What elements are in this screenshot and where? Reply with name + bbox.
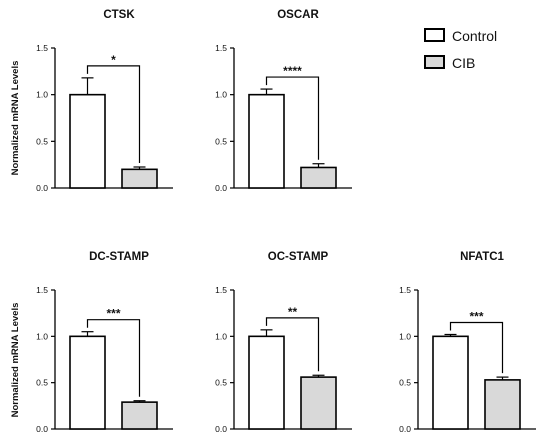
significance-label: * <box>111 53 116 67</box>
y-tick-label: 1.0 <box>215 331 227 341</box>
y-axis-label: Normalized mRNA Levels <box>10 303 21 418</box>
legend-swatch-control <box>424 28 445 42</box>
chart-dc-stamp: DC-STAMP Normalized mRNA Levels 0.0 0.5 1.0 1… <box>10 251 173 434</box>
chart-ctsk: CTSK Normalized mRNA Levels 0.0 0.5 1.0 1.5 * <box>10 9 173 193</box>
y-tick-label: 1.0 <box>36 331 48 341</box>
significance-bracket <box>86 65 141 163</box>
significance-label: *** <box>106 307 120 321</box>
chart-title: OC-STAMP <box>268 251 329 263</box>
y-tick-label: 0.5 <box>36 136 48 146</box>
y-tick-label: 0.5 <box>36 378 48 388</box>
y-tick-label: 0.0 <box>36 424 48 434</box>
chart-nfatc1: NFATC1 0.0 0.5 1.0 1.5 *** <box>399 251 536 434</box>
y-tick-label: 0.5 <box>215 378 227 388</box>
y-tick-label: 0.5 <box>215 136 227 146</box>
y-tick-label: 0.0 <box>215 183 227 193</box>
y-tick-label: 0.5 <box>399 378 411 388</box>
chart-oscar: OSCAR 0.0 0.5 1.0 1.5 **** <box>215 9 352 193</box>
significance-bracket <box>265 317 320 372</box>
bar-cib <box>484 379 521 430</box>
y-tick-label: 1.5 <box>215 285 227 295</box>
legend-swatch-cib <box>424 55 445 69</box>
chart-title: NFATC1 <box>460 251 504 263</box>
chart-title: DC-STAMP <box>89 251 149 263</box>
significance-label: *** <box>469 309 483 323</box>
y-tick-label: 1.0 <box>215 90 227 100</box>
bar-control <box>69 335 106 430</box>
y-tick-label: 0.0 <box>399 424 411 434</box>
chart-title: CTSK <box>103 9 135 21</box>
chart-oc-stamp: OC-STAMP 0.0 0.5 1.0 1.5 ** <box>215 251 352 434</box>
bar-control <box>248 335 285 430</box>
y-tick-label: 1.0 <box>399 331 411 341</box>
y-tick-label: 1.5 <box>36 285 48 295</box>
y-tick-label: 1.5 <box>215 43 227 53</box>
y-tick-label: 1.0 <box>36 90 48 100</box>
bar-control <box>248 93 285 189</box>
y-axis-label: Normalized mRNA Levels <box>10 61 21 176</box>
legend-label-control: Control <box>452 28 497 44</box>
bar-control <box>69 93 106 189</box>
significance-bracket <box>265 76 320 160</box>
legend-label-cib: CIB <box>452 55 475 71</box>
y-tick-label: 1.5 <box>36 43 48 53</box>
bar-control <box>432 335 469 430</box>
significance-bracket <box>86 319 141 397</box>
bar-cib <box>300 166 337 189</box>
significance-bracket <box>449 321 504 374</box>
bar-cib <box>121 401 158 430</box>
bar-cib <box>300 376 337 430</box>
y-tick-label: 1.5 <box>399 285 411 295</box>
chart-title: OSCAR <box>277 9 319 21</box>
y-tick-label: 0.0 <box>215 424 227 434</box>
bar-cib <box>121 168 158 189</box>
significance-label: **** <box>283 64 302 78</box>
legend: Control CIB <box>424 28 497 71</box>
y-tick-label: 0.0 <box>36 183 48 193</box>
significance-label: ** <box>288 305 298 319</box>
